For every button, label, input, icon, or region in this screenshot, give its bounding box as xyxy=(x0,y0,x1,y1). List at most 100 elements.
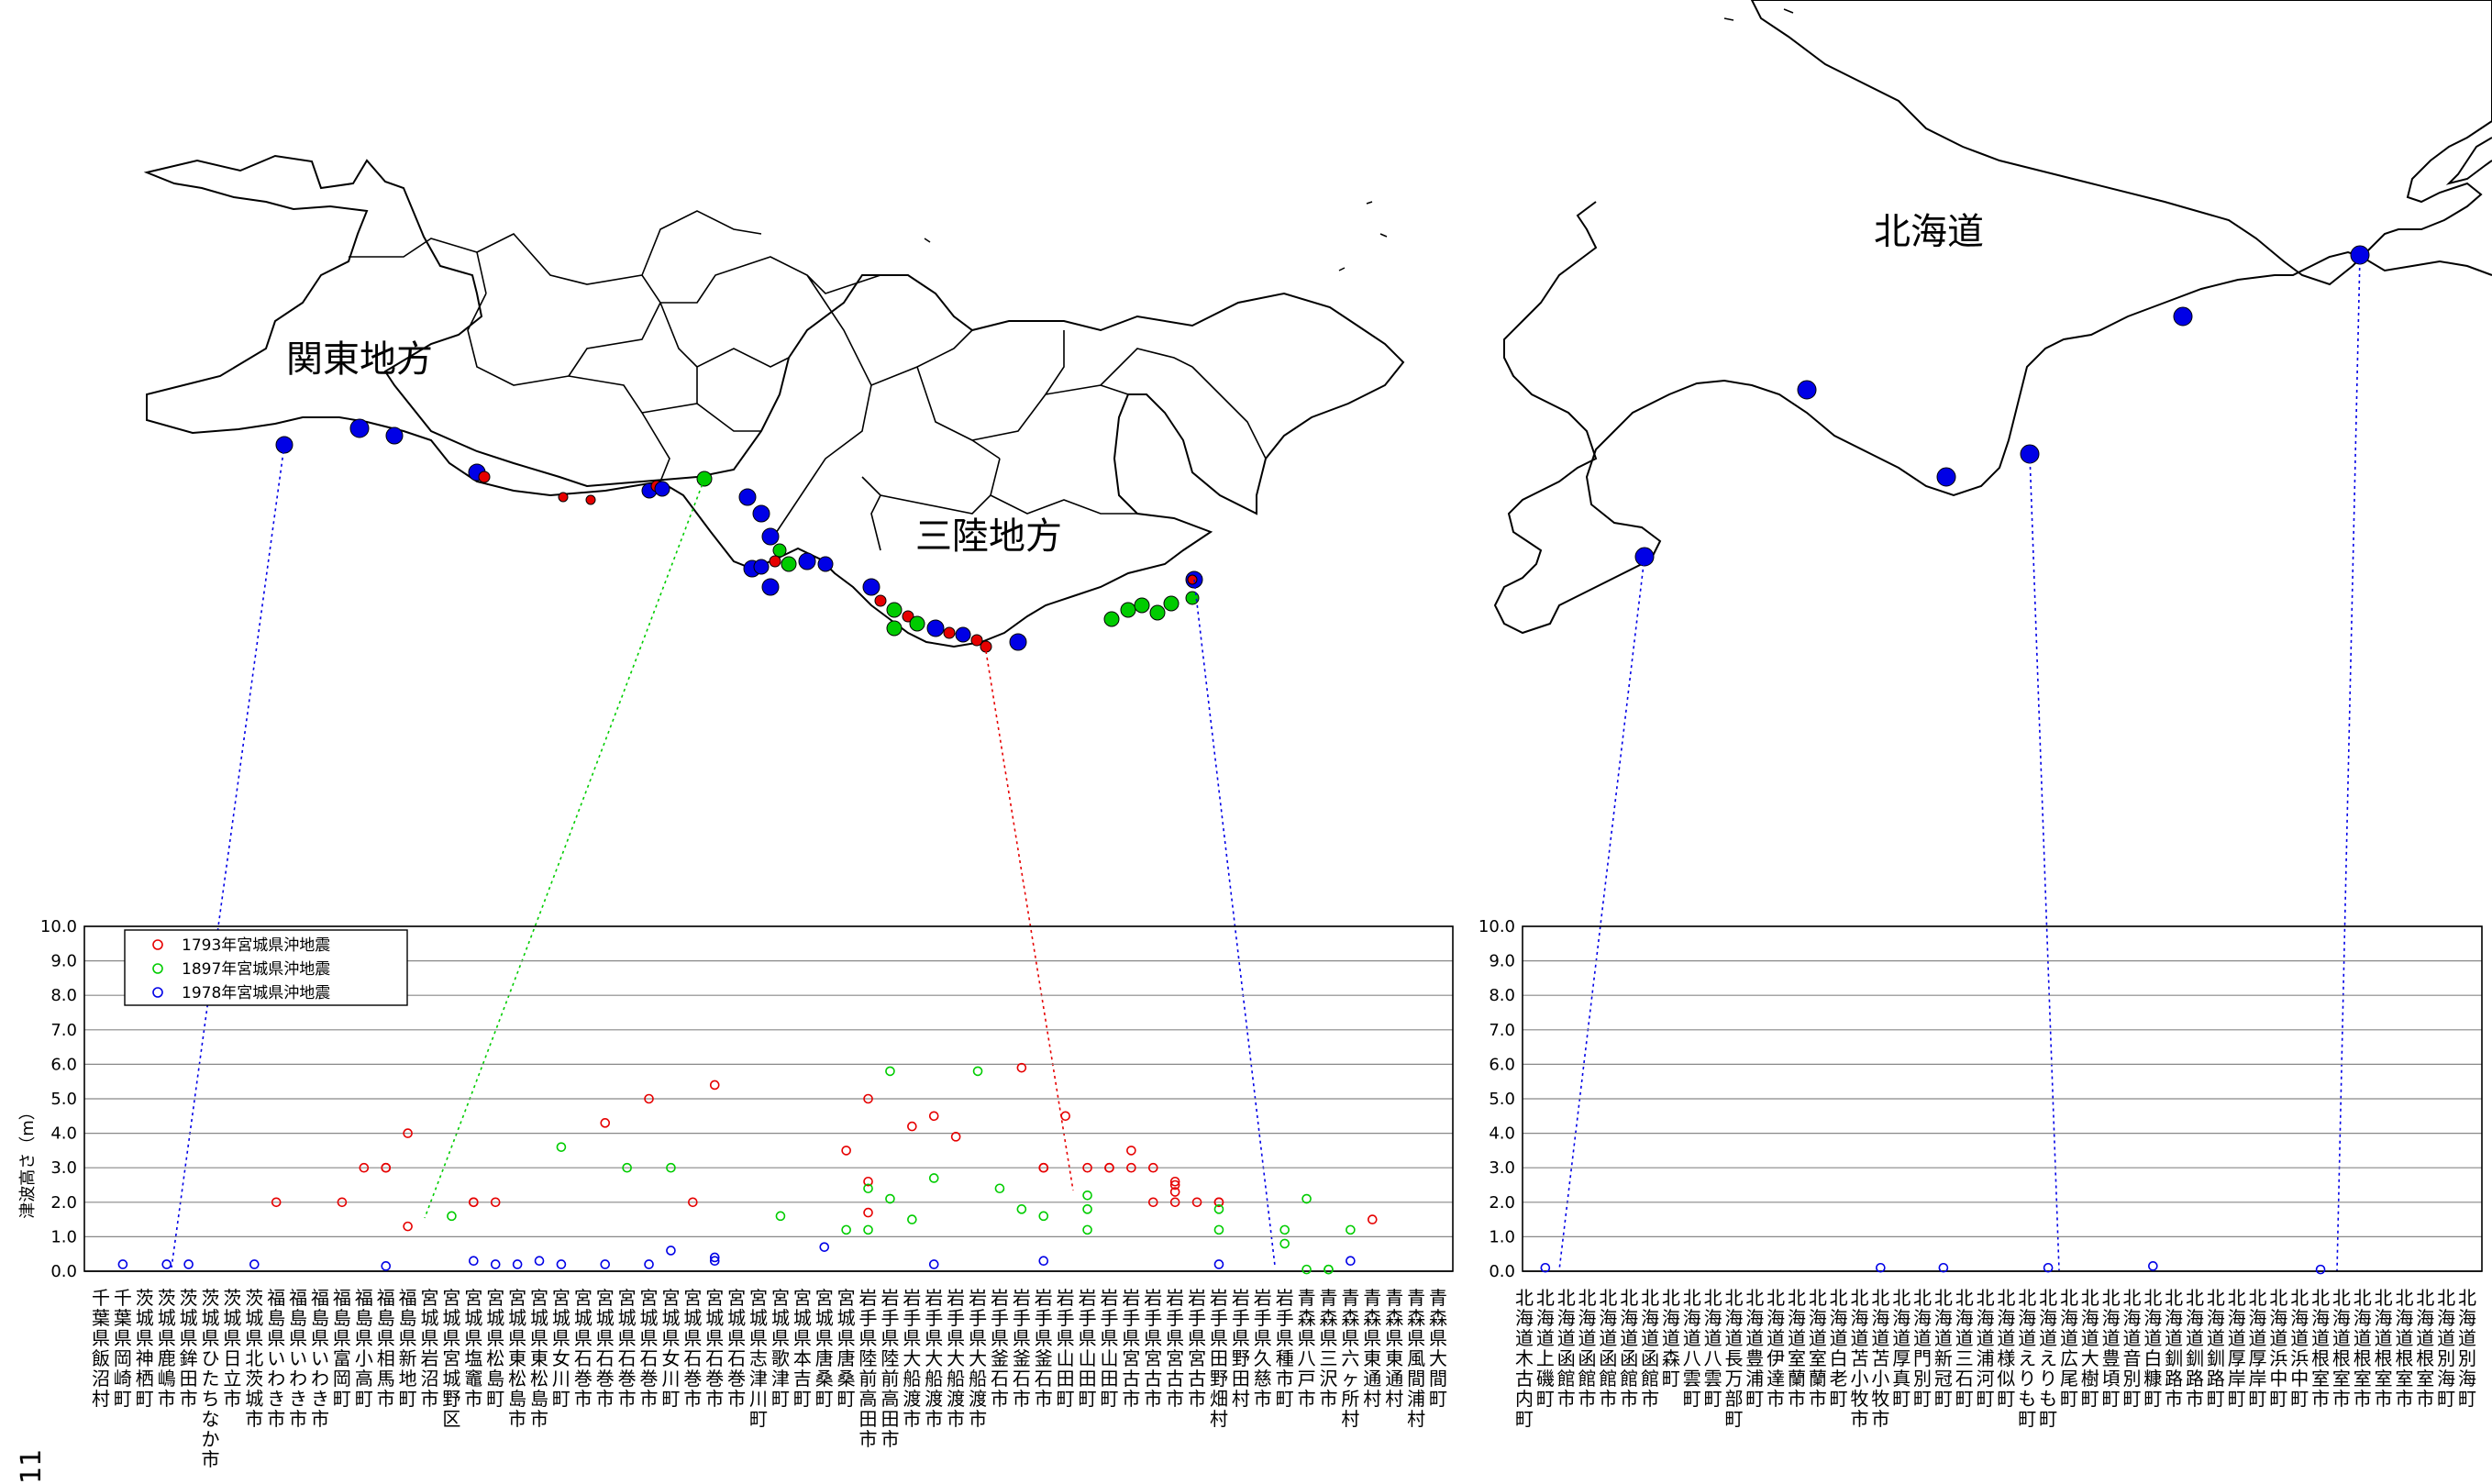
data-point xyxy=(1169,1179,1180,1191)
data-point xyxy=(1082,1204,1092,1214)
data-point xyxy=(1213,1224,1224,1235)
x-category-label: 北海道えりも町 xyxy=(2018,1287,2036,1430)
data-point xyxy=(161,1259,172,1269)
plot-frame xyxy=(83,925,1454,1272)
data-point xyxy=(622,1162,632,1173)
legend-marker-1793 xyxy=(152,939,163,950)
y-tick-label: 6.0 xyxy=(50,1055,77,1074)
data-point xyxy=(381,1261,392,1271)
data-point xyxy=(1038,1256,1049,1267)
x-category-label: 茨城県鹿嶋市 xyxy=(158,1287,176,1410)
chart-right-hokkaido: 0.0 1.0 2.0 3.0 4.0 5.0 6.0 7.0 8.0 9.0 10.0 北海道木古内… xyxy=(1479,917,2483,1430)
connector-line xyxy=(424,478,705,1219)
legend-marker-1978 xyxy=(152,987,163,998)
data-point xyxy=(1082,1190,1092,1201)
legend-box xyxy=(124,929,408,1006)
map-site-marker xyxy=(1134,597,1150,614)
map-site-marker xyxy=(761,578,780,596)
map-site-marker xyxy=(886,620,903,637)
data-point xyxy=(1301,1264,1312,1275)
x-category-label: 宮城県東松島市 xyxy=(530,1287,548,1430)
map-site-marker xyxy=(385,426,404,445)
x-category-label: 北海道函館市 xyxy=(1641,1287,1659,1410)
x-category-label: 宮城県松島町 xyxy=(486,1287,504,1410)
y-tick-label: 0.0 xyxy=(50,1262,77,1281)
x-category-label: 北海道根室市 xyxy=(2375,1287,2393,1410)
data-point xyxy=(1191,1197,1202,1208)
data-point xyxy=(907,1214,917,1224)
data-point xyxy=(644,1093,654,1104)
x-category-label: 宮城県女川町 xyxy=(661,1287,680,1410)
prefecture-boundaries xyxy=(349,210,1267,551)
data-point xyxy=(249,1259,260,1269)
y-tick-label: 2.0 xyxy=(1489,1193,1515,1213)
x-category-label: 宮城県唐桑町 xyxy=(837,1287,856,1410)
y-tick-label: 4.0 xyxy=(50,1124,77,1144)
tohoku-kanto-map xyxy=(143,154,1405,648)
data-point xyxy=(403,1128,413,1138)
data-point xyxy=(490,1197,501,1208)
x-category-label: 北海道大樹町 xyxy=(2081,1287,2099,1410)
data-point xyxy=(885,1193,895,1204)
connector-line xyxy=(2029,453,2060,1271)
y-tick-label: 8.0 xyxy=(1489,986,1515,1005)
x-category-label: 青森県八戸市 xyxy=(1298,1287,1316,1410)
data-point xyxy=(556,1142,567,1152)
x-category-label: 岩手県宮古市 xyxy=(1188,1287,1206,1410)
x-category-label: 宮城県岩沼市 xyxy=(421,1287,439,1410)
x-category-label: 北海道函館市 xyxy=(1578,1287,1597,1410)
data-point xyxy=(1346,1256,1356,1267)
data-point xyxy=(1038,1211,1049,1222)
data-point xyxy=(2315,1264,2326,1275)
x-category-label: 宮城県唐桑町 xyxy=(815,1287,834,1410)
map-site-marker xyxy=(558,492,569,503)
x-category-label: 北海道豊浦町 xyxy=(1745,1287,1764,1410)
legend-label-1793: 1793年宮城県沖地震 xyxy=(182,936,330,955)
data-point xyxy=(1038,1162,1049,1173)
x-category-label: 岩手県宮古市 xyxy=(1122,1287,1140,1410)
data-point xyxy=(1169,1176,1180,1187)
x-category-label: 宮城県石巻市 xyxy=(596,1287,615,1410)
y-tick-label: 9.0 xyxy=(50,952,77,971)
x-category-label: 青森県東通村 xyxy=(1385,1287,1403,1410)
data-point xyxy=(600,1259,611,1269)
map-site-marker xyxy=(772,543,787,558)
data-point xyxy=(863,1093,873,1104)
hokkaido-coastline xyxy=(1493,0,2492,635)
data-point xyxy=(775,1211,786,1222)
map-site-marker xyxy=(798,552,816,570)
x-category-label: 茨城県北茨城市 xyxy=(245,1287,263,1430)
data-point xyxy=(1082,1162,1092,1173)
data-point xyxy=(688,1197,698,1208)
x-category-label: 宮城県石巻市 xyxy=(574,1287,593,1410)
x-category-label: 福島県いわき市 xyxy=(289,1287,307,1430)
data-point xyxy=(928,1111,939,1122)
map-site-marker xyxy=(349,418,370,438)
x-category-label: 北海道浦河町 xyxy=(1977,1287,1995,1410)
map-site-marker xyxy=(817,556,834,572)
x-category-label: 岩手県宮古市 xyxy=(1144,1287,1162,1410)
data-point xyxy=(1301,1193,1312,1204)
x-category-label: 宮城県東松島市 xyxy=(508,1287,526,1430)
x-category-label: 北海道根室市 xyxy=(2311,1287,2330,1410)
x-category-label: 北海道上磯町 xyxy=(1536,1287,1555,1410)
x-category-label: 宮城県石巻市 xyxy=(727,1287,746,1410)
y-tick-label: 5.0 xyxy=(50,1090,77,1109)
x-category-label: 北海道森町 xyxy=(1662,1287,1680,1390)
x-category-label: 茨城県鉾田市 xyxy=(180,1287,198,1410)
x-category-label: 岩手県宮古市 xyxy=(1166,1287,1184,1410)
x-category-label: 北海道木古内町 xyxy=(1515,1287,1534,1430)
data-point xyxy=(1346,1224,1356,1235)
data-point xyxy=(1213,1204,1224,1214)
data-point xyxy=(469,1197,479,1208)
x-category-label: 岩手県陸前高田市 xyxy=(859,1287,878,1450)
x-category-label: 岩手県大船渡市 xyxy=(947,1287,965,1430)
map-site-marker xyxy=(753,559,770,575)
x-category-label: 北海道根室市 xyxy=(2332,1287,2351,1410)
data-point xyxy=(447,1211,457,1222)
y-tick-label: 7.0 xyxy=(50,1021,77,1040)
legend-label-1897: 1897年宮城県沖地震 xyxy=(182,960,330,979)
map-site-marker xyxy=(1149,604,1166,621)
x-category-label: 青森県東通村 xyxy=(1363,1287,1381,1410)
x-category-label: 青森県大間町 xyxy=(1429,1287,1447,1410)
